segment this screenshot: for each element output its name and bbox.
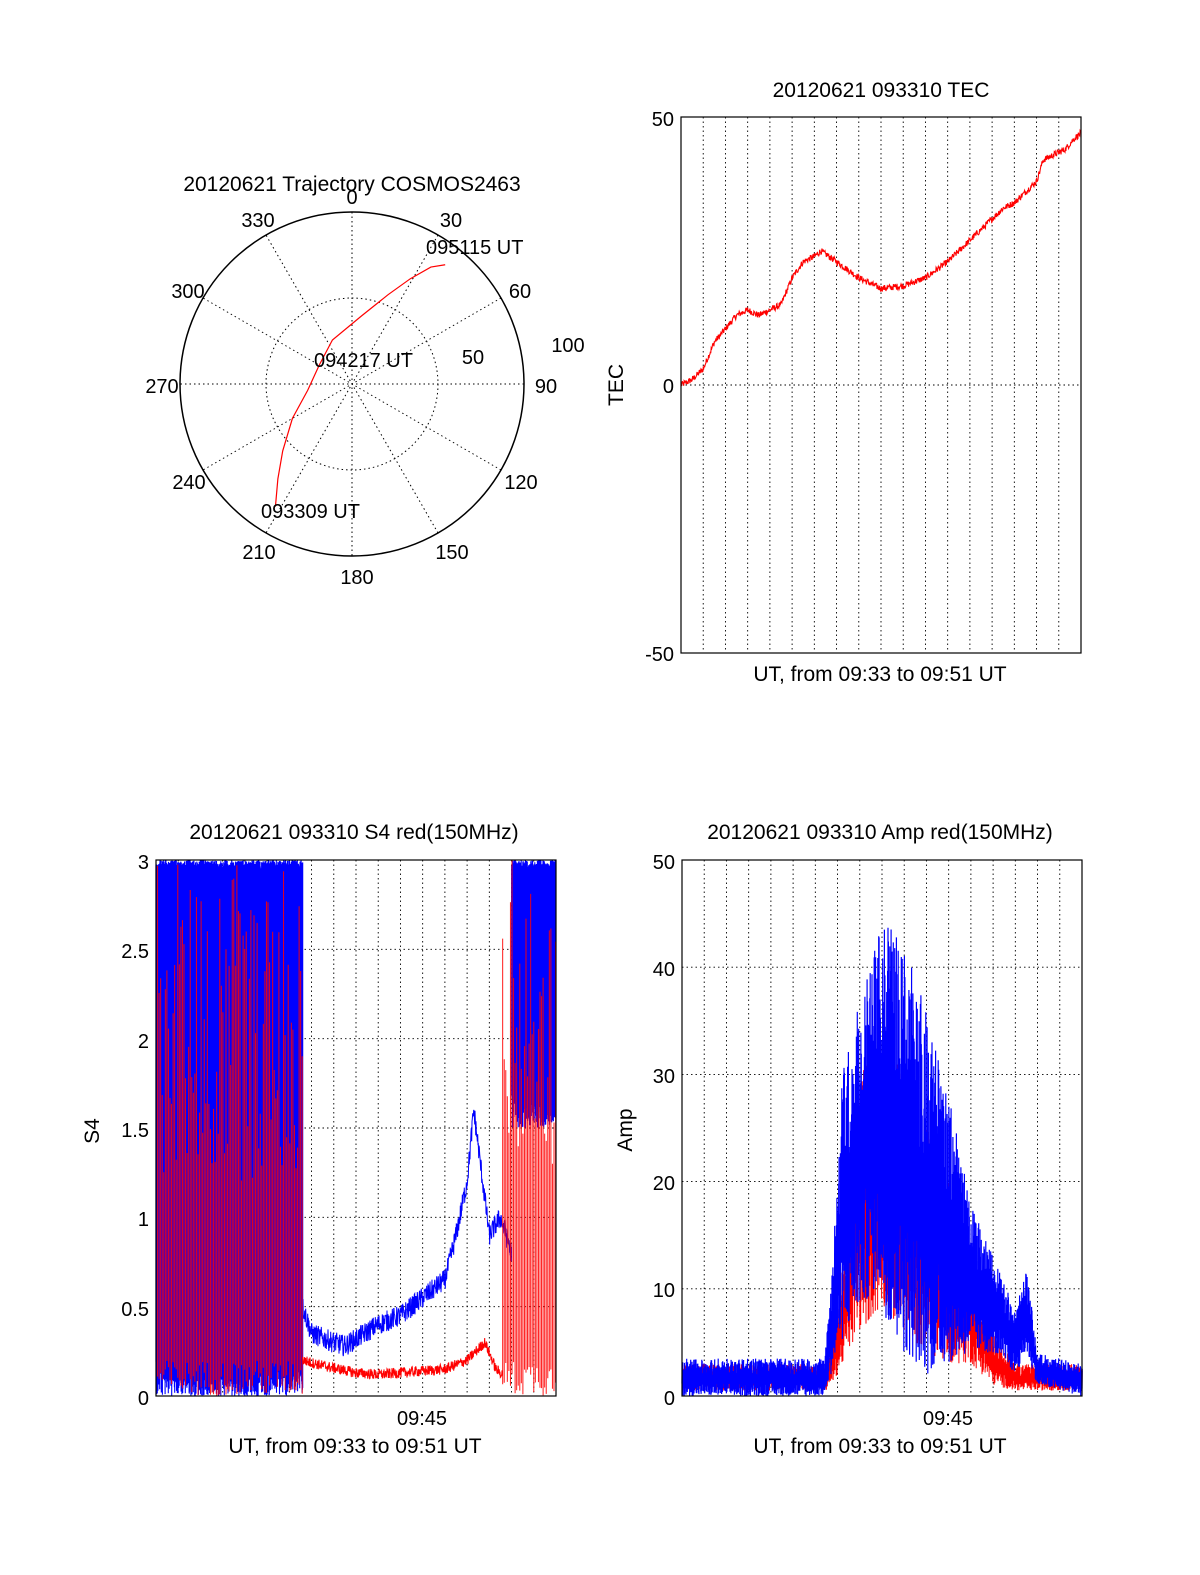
s4-ytick-0.5: 0.5 xyxy=(121,1299,149,1321)
amp-noise-band xyxy=(681,927,1083,1396)
radius-label-50: 50 xyxy=(462,347,484,369)
angle-label-240: 240 xyxy=(172,472,205,494)
polar-grid xyxy=(180,212,524,556)
angle-label-90: 90 xyxy=(535,376,557,398)
mid-time-annotation: 094217 UT xyxy=(314,350,413,372)
end-time-annotation: 095115 UT xyxy=(426,237,523,259)
amp-ytick-30: 30 xyxy=(653,1066,675,1088)
s4-ylabel: S4 xyxy=(81,1118,104,1144)
tec-title: 20120621 093310 TEC xyxy=(773,79,990,102)
start-time-annotation: 093309 UT xyxy=(261,501,360,523)
s4-ytick-1: 1 xyxy=(138,1209,149,1231)
angle-label-120: 120 xyxy=(504,472,537,494)
amp-ytick-50: 50 xyxy=(653,852,675,874)
s4-title: 20120621 093310 S4 red(150MHz) xyxy=(189,821,518,844)
tec-ytick-0: 0 xyxy=(663,376,674,398)
tec-panel: 20120621 093310 TEC 50 0 -50 TEC UT, fro… xyxy=(605,79,1082,686)
polar-outer-circle xyxy=(179,211,525,557)
tec-frame xyxy=(680,116,1082,654)
angle-label-0: 0 xyxy=(346,187,357,209)
amp-ytick-10: 10 xyxy=(653,1280,675,1302)
s4-frame xyxy=(155,859,557,1397)
angle-label-210: 210 xyxy=(242,542,275,564)
tec-ytick-minus50: -50 xyxy=(645,644,674,666)
radius-label-100: 100 xyxy=(551,335,584,357)
s4-ytick-2: 2 xyxy=(138,1031,149,1053)
trajectory-line xyxy=(274,264,446,507)
amp-ytick-40: 40 xyxy=(653,959,675,981)
s4-ytick-0: 0 xyxy=(138,1388,149,1410)
amp-xlabel: UT, from 09:33 to 09:51 UT xyxy=(753,1435,1006,1458)
tec-xlabel: UT, from 09:33 to 09:51 UT xyxy=(753,663,1006,686)
angle-label-180: 180 xyxy=(340,567,373,589)
amp-ytick-0: 0 xyxy=(664,1388,675,1410)
s4-noisy-line xyxy=(302,1337,503,1380)
s4-noisy-line xyxy=(302,1109,512,1357)
angle-label-270: 270 xyxy=(145,376,178,398)
s4-red-series xyxy=(155,860,557,1396)
amp-frame xyxy=(681,859,1083,1397)
angle-label-60: 60 xyxy=(509,281,531,303)
tec-ylabel: TEC xyxy=(605,364,628,406)
angle-label-150: 150 xyxy=(435,542,468,564)
trajectory-title: 20120621 Trajectory COSMOS2463 xyxy=(183,173,520,196)
angle-label-330: 330 xyxy=(241,210,274,232)
s4-xtick-label: 09:45 xyxy=(397,1408,447,1430)
angle-label-300: 300 xyxy=(171,281,204,303)
tec-ytick-50: 50 xyxy=(652,109,674,131)
s4-panel: 20120621 093310 S4 red(150MHz) 0 0.5 1 1… xyxy=(81,821,557,1458)
amp-ytick-20: 20 xyxy=(653,1173,675,1195)
amp-blue-series xyxy=(681,927,1083,1396)
amp-title: 20120621 093310 Amp red(150MHz) xyxy=(707,821,1053,844)
trajectory-panel: 20120621 Trajectory COSMOS2463 0 30 60 9… xyxy=(145,173,584,589)
amp-xtick-label: 09:45 xyxy=(923,1408,973,1430)
amp-panel: 20120621 093310 Amp red(150MHz) 0 10 20 … xyxy=(614,821,1083,1458)
s4-ytick-2.5: 2.5 xyxy=(121,941,149,963)
s4-xlabel: UT, from 09:33 to 09:51 UT xyxy=(228,1435,481,1458)
angle-label-30: 30 xyxy=(440,210,462,232)
s4-ytick-1.5: 1.5 xyxy=(121,1120,149,1142)
s4-spike-band xyxy=(502,860,557,1396)
tec-line xyxy=(680,128,1082,387)
amp-ylabel: Amp xyxy=(614,1108,637,1151)
tec-grid xyxy=(681,117,1081,653)
polar-grid-spoke xyxy=(265,234,439,534)
s4-ytick-3: 3 xyxy=(138,852,149,874)
